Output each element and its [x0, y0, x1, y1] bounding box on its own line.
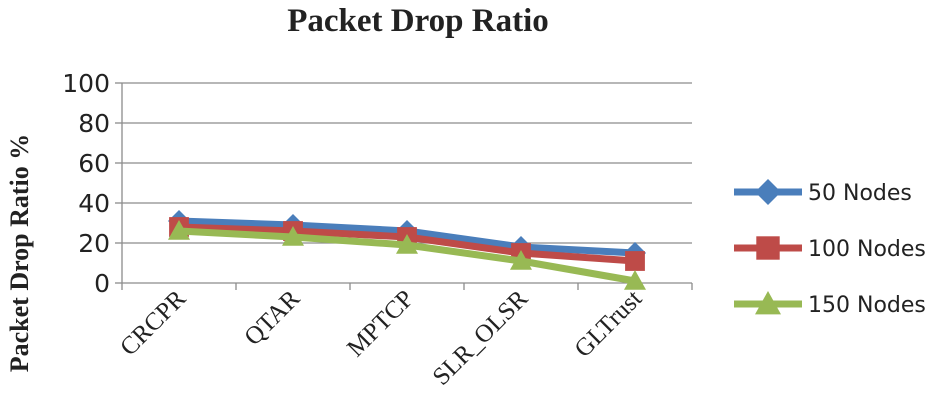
- y-tick-label: 100: [62, 69, 110, 98]
- data-point: [755, 291, 781, 315]
- x-tick-label: MPTCP: [342, 285, 419, 362]
- data-point: [396, 234, 418, 254]
- legend: 50 Nodes 100 Nodes 150 Nodes: [734, 179, 926, 318]
- data-point: [510, 250, 532, 270]
- series-group: [168, 220, 646, 290]
- y-tick-labels: 0 20 40 60 80 100: [62, 69, 110, 298]
- x-tick-label: SLR_OLSR: [428, 285, 534, 391]
- x-tick-labels: CRCPR QTAR MPTCP SLR_OLSR GLTrust: [115, 285, 647, 391]
- x-tick-label: GLTrust: [570, 285, 648, 363]
- y-tick-label: 40: [78, 189, 110, 218]
- y-tick-label: 80: [78, 109, 110, 138]
- y-tick-label: 20: [78, 229, 110, 258]
- axes: [115, 82, 693, 290]
- legend-item: 50 Nodes: [734, 179, 912, 206]
- legend-item: 150 Nodes: [734, 291, 926, 318]
- y-axis-label: Packet Drop Ratio %: [5, 134, 34, 373]
- legend-item: 100 Nodes: [734, 236, 926, 262]
- grid: [122, 82, 692, 244]
- data-point: [168, 220, 190, 240]
- data-point: [755, 179, 781, 205]
- legend-label: 100 Nodes: [808, 237, 926, 262]
- chart-title: Packet Drop Ratio: [287, 3, 549, 39]
- data-point: [624, 270, 646, 290]
- legend-label: 50 Nodes: [808, 181, 912, 206]
- data-point: [282, 226, 304, 246]
- series: [168, 210, 646, 290]
- data-point: [756, 236, 780, 260]
- x-tick-label: CRCPR: [115, 285, 191, 361]
- data-point: [625, 251, 645, 271]
- y-tick-label: 60: [78, 149, 110, 178]
- legend-label: 150 Nodes: [808, 293, 926, 318]
- x-tick-label: QTAR: [239, 285, 305, 351]
- y-tick-label: 0: [94, 269, 110, 298]
